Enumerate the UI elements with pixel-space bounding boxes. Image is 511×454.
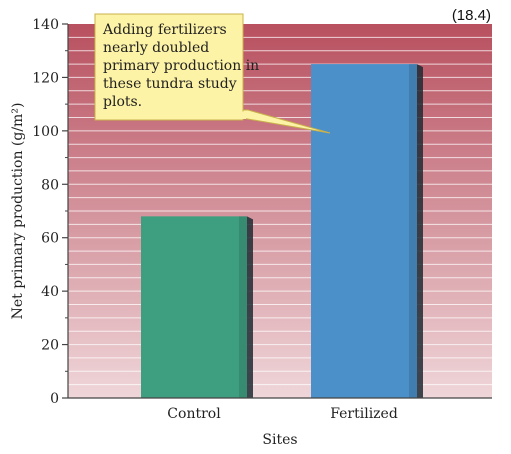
bar-control (141, 216, 247, 398)
y-tick-label: 60 (41, 231, 59, 247)
y-axis-title: Net primary production (g/m²) (10, 103, 26, 320)
annotation-callout: Adding fertilizers nearly doubled primar… (94, 13, 331, 134)
y-ticks: 0 20 40 60 80 100 120 140 (32, 17, 68, 407)
figure-number: (18.4) (452, 7, 491, 24)
y-tick-label: 140 (32, 17, 59, 33)
y-tick-label: 100 (32, 124, 59, 140)
callout-line: plots. (103, 94, 142, 110)
bar-side-shade (417, 64, 423, 399)
y-tick-label: 80 (41, 177, 59, 193)
callout-text: Adding fertilizers nearly doubled primar… (102, 22, 264, 110)
x-category-label: Fertilized (330, 406, 398, 422)
callout-line: primary production in (103, 58, 259, 74)
callout-pointer-fill (197, 111, 246, 119)
callout-line: Adding fertilizers (102, 22, 227, 38)
callout-box (94, 13, 244, 121)
bar-highlight (239, 216, 247, 398)
bar-fertilized (311, 64, 417, 399)
callout-line: these tundra study (103, 76, 237, 92)
x-labels: Control Fertilized (167, 406, 398, 422)
y-tick-label: 40 (41, 284, 59, 300)
callout-line: nearly doubled (103, 40, 209, 56)
y-tick-label: 0 (50, 391, 59, 407)
y-tick-label: 120 (32, 70, 59, 86)
x-axis-title: Sites (262, 432, 297, 448)
x-category-label: Control (167, 406, 221, 422)
bars (141, 64, 423, 399)
bar-highlight (409, 64, 417, 399)
bar-side-shade (247, 216, 253, 398)
y-tick-label: 20 (41, 338, 59, 354)
